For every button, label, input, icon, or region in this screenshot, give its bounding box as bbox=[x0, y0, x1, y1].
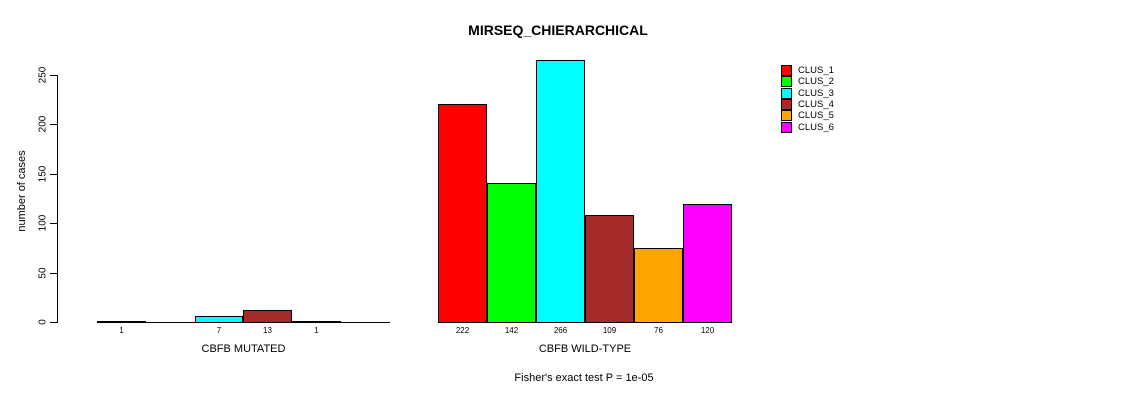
fisher-test-footnote: Fisher's exact test P = 1e-05 bbox=[514, 372, 654, 384]
y-tick-mark bbox=[50, 124, 58, 125]
legend-item-clus_4: CLUS_4 bbox=[781, 99, 834, 111]
bar-value-label: 76 bbox=[654, 326, 663, 335]
legend-item-clus_5: CLUS_5 bbox=[781, 110, 834, 122]
bar-clus_6 bbox=[683, 204, 732, 323]
legend-label: CLUS_2 bbox=[798, 76, 834, 88]
legend: CLUS_1 CLUS_2 CLUS_3 CLUS_4 CLUS_5 CLUS_6 bbox=[781, 65, 834, 133]
x-group-label-mutated: CBFB MUTATED bbox=[201, 343, 286, 355]
bar-clus_5 bbox=[292, 321, 341, 323]
y-axis-line bbox=[57, 75, 58, 323]
legend-swatch-icon bbox=[781, 65, 792, 77]
legend-item-clus_1: CLUS_1 bbox=[781, 65, 834, 77]
bar-clus_4 bbox=[243, 310, 292, 323]
chart-title: MIRSEQ_CHIERARCHICAL bbox=[468, 22, 648, 38]
bar-clus_1 bbox=[438, 104, 487, 323]
bar-clus_4 bbox=[585, 215, 634, 323]
bar-value-label: 7 bbox=[216, 326, 222, 335]
bar-value-label: 13 bbox=[263, 326, 272, 335]
legend-label: CLUS_6 bbox=[798, 121, 834, 133]
y-tick-mark bbox=[50, 322, 58, 323]
legend-item-clus_3: CLUS_3 bbox=[781, 87, 834, 99]
legend-swatch-icon bbox=[781, 110, 792, 122]
y-tick-mark bbox=[50, 174, 58, 175]
legend-item-clus_2: CLUS_2 bbox=[781, 76, 834, 88]
legend-label: CLUS_4 bbox=[798, 99, 834, 111]
bar-value-label: 1 bbox=[314, 326, 319, 335]
bar-value-label: 266 bbox=[553, 326, 568, 335]
bar-value-label: 120 bbox=[700, 326, 715, 335]
bar-clus_2 bbox=[487, 183, 536, 323]
y-tick-mark bbox=[50, 223, 58, 224]
bar-value-label: 109 bbox=[602, 326, 617, 335]
legend-swatch-icon bbox=[781, 76, 792, 88]
bar-value-label: 142 bbox=[504, 326, 519, 335]
legend-item-clus_6: CLUS_6 bbox=[781, 121, 834, 133]
legend-label: CLUS_1 bbox=[798, 65, 834, 77]
legend-label: CLUS_5 bbox=[798, 110, 834, 122]
legend-swatch-icon bbox=[781, 99, 792, 111]
bar-clus_3 bbox=[195, 316, 243, 323]
y-tick-mark bbox=[50, 75, 58, 76]
bar-clus_3 bbox=[536, 60, 585, 323]
bar-clus_5 bbox=[634, 248, 683, 323]
bar-value-label: 1 bbox=[119, 326, 124, 335]
x-group-label-wildtype: CBFB WILD-TYPE bbox=[538, 343, 632, 355]
legend-swatch-icon bbox=[781, 87, 792, 99]
legend-label: CLUS_3 bbox=[798, 87, 834, 99]
bar-value-label: 222 bbox=[455, 326, 470, 335]
y-tick-mark bbox=[50, 273, 58, 274]
bar-clus_1 bbox=[97, 321, 146, 323]
legend-swatch-icon bbox=[781, 121, 792, 133]
